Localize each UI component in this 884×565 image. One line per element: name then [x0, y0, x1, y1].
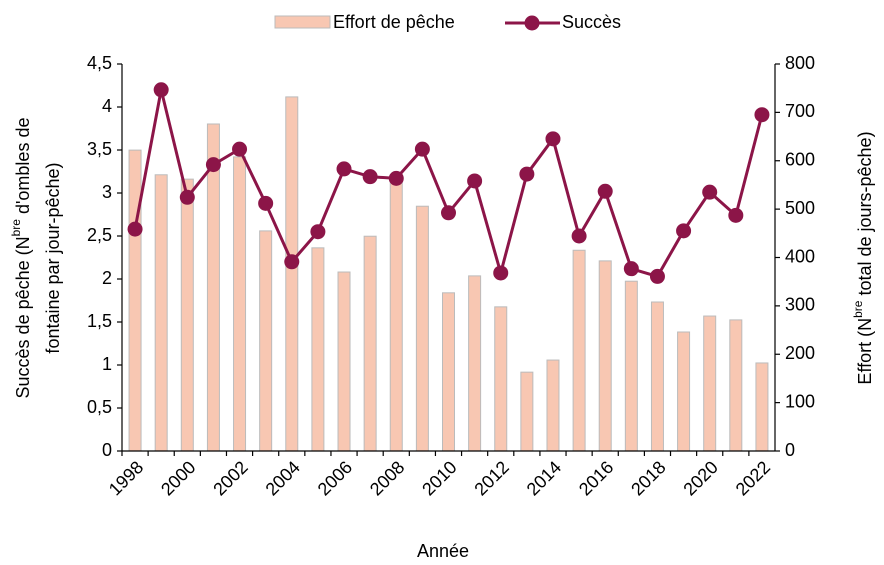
- y-tick-label: 0,5: [87, 397, 112, 417]
- bar: [389, 175, 403, 452]
- x-tick-label: 2004: [262, 457, 304, 499]
- bar: [259, 230, 273, 452]
- marker: [467, 173, 483, 189]
- marker: [754, 107, 770, 123]
- marker: [153, 82, 169, 98]
- y2-tick-label: 500: [785, 198, 815, 218]
- bar: [546, 359, 560, 452]
- bar: [468, 275, 482, 452]
- x-tick-label: 2022: [732, 457, 774, 499]
- y-axis-title: Succès de pêche (Nbre d'ombles de: [9, 118, 33, 399]
- x-tick-label: 2020: [679, 457, 721, 499]
- marker: [545, 131, 561, 147]
- bar: [442, 292, 455, 452]
- x-tick-label: 2016: [575, 457, 617, 499]
- bar: [363, 235, 377, 452]
- marker: [414, 141, 430, 157]
- x-tick-label: 1998: [105, 457, 147, 499]
- bar: [729, 319, 743, 452]
- legend-swatch: [274, 15, 331, 29]
- bar: [233, 156, 247, 452]
- marker: [362, 169, 378, 185]
- marker: [571, 228, 587, 244]
- bar: [650, 301, 664, 452]
- bar: [415, 205, 429, 452]
- y-tick-label: 4: [102, 96, 112, 116]
- marker: [597, 183, 613, 199]
- y2-tick-label: 100: [785, 391, 815, 411]
- y-tick-label: 3: [102, 182, 112, 202]
- marker: [310, 224, 326, 240]
- marker: [388, 170, 404, 186]
- y2-tick-label: 200: [785, 343, 815, 363]
- x-tick-label: 2000: [157, 457, 199, 499]
- y2-tick-label: 700: [785, 101, 815, 121]
- bar: [154, 174, 168, 452]
- x-tick-label: 2012: [470, 457, 512, 499]
- bar: [206, 123, 220, 452]
- line: [133, 89, 764, 279]
- x-tick-label: 2006: [314, 457, 356, 499]
- marker: [702, 184, 718, 200]
- x-tick-label: 2018: [627, 457, 669, 499]
- x-tick-label: 2008: [366, 457, 408, 499]
- y2-tick-label: 0: [785, 440, 795, 460]
- marker: [205, 157, 221, 173]
- bar: [128, 149, 142, 452]
- marker: [493, 265, 509, 281]
- bar: [703, 315, 717, 452]
- bar: [180, 178, 194, 452]
- bar: [624, 280, 638, 452]
- y2-tick-label: 400: [785, 246, 815, 266]
- legend-swatch: [524, 15, 540, 31]
- y-tick-label: 0: [102, 440, 112, 460]
- y-tick-label: 1,5: [87, 311, 112, 331]
- y2-tick-label: 800: [785, 53, 815, 73]
- y-tick-label: 3,5: [87, 139, 112, 159]
- marker: [232, 141, 248, 157]
- bar: [337, 271, 351, 452]
- marker: [623, 261, 639, 277]
- y2-axis-title: Effort (Nbre total de jours-pêche): [851, 131, 875, 384]
- y-axis-title: fontaine par jour-pêche): [43, 162, 63, 353]
- bar: [311, 247, 325, 452]
- bar: [520, 371, 534, 452]
- marker: [649, 268, 665, 284]
- marker: [258, 195, 274, 211]
- marker: [676, 223, 692, 239]
- bar: [572, 249, 586, 452]
- x-tick-label: 2002: [209, 457, 251, 499]
- y-tick-label: 1: [102, 354, 112, 374]
- marker: [441, 205, 456, 221]
- y2-tick-label: 600: [785, 150, 815, 170]
- marker: [519, 166, 535, 182]
- x-axis-title: Année: [417, 541, 469, 561]
- legend-label: Effort de pêche: [333, 12, 455, 32]
- y-tick-label: 2,5: [87, 225, 112, 245]
- marker: [179, 189, 195, 205]
- x-tick-label: 2010: [418, 457, 460, 499]
- marker: [336, 161, 352, 177]
- bar: [755, 362, 769, 452]
- marker: [284, 254, 300, 270]
- marker: [127, 221, 143, 237]
- y-tick-label: 2: [102, 268, 112, 288]
- bar: [494, 306, 508, 452]
- bar: [677, 331, 691, 452]
- x-tick-label: 2014: [523, 457, 565, 499]
- marker: [728, 207, 744, 223]
- bar: [285, 96, 299, 452]
- bar: [598, 260, 612, 452]
- legend-label: Succès: [562, 12, 621, 32]
- y2-tick-label: 300: [785, 295, 815, 315]
- y-tick-label: 4,5: [87, 53, 112, 73]
